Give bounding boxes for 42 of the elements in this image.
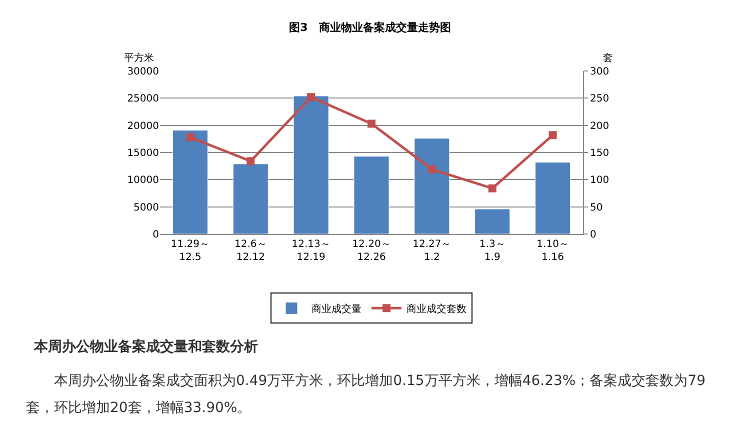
point — [428, 165, 436, 174]
y2-tick-label: 0 — [590, 230, 596, 240]
bar — [474, 208, 510, 234]
bar — [232, 164, 268, 234]
bar — [354, 156, 390, 234]
y-tick-label: 20000 — [127, 120, 159, 132]
x-tick-label: 12.6～ 12.12 — [234, 239, 267, 263]
point — [307, 93, 316, 102]
y-tick-label: 30000 — [127, 66, 159, 78]
bar — [535, 162, 571, 234]
legend-label: 商业成交量 — [312, 303, 362, 316]
x-tick-label: 1.10～ 1.16 — [536, 239, 569, 263]
x-tick-label: 11.29～ 12.5 — [170, 239, 210, 263]
point — [246, 157, 255, 166]
point — [548, 131, 557, 140]
bar — [172, 130, 208, 234]
y-axis-title: 平方米 — [124, 52, 154, 64]
y2-tick-label: 300 — [590, 66, 610, 78]
x-tick-label: 12.27～ 1.2 — [412, 239, 452, 263]
point — [368, 120, 376, 128]
y2-tick-label: 200 — [590, 120, 610, 132]
y-tick-label: 15000 — [127, 148, 159, 159]
y-tick-label: 5000 — [134, 202, 159, 214]
y2-tick-label: 100 — [590, 175, 610, 186]
y2-tick-label: 50 — [590, 202, 603, 214]
x-tick-label: 1.3～ 1.9 — [479, 239, 506, 263]
x-tick-label: 12.20～ 12.26 — [352, 239, 391, 263]
y-tick-label: 25000 — [127, 94, 159, 105]
y2-tick-label: 250 — [590, 94, 610, 105]
y2-axis-title: 套 — [603, 52, 613, 64]
legend-label: 商业成交套数 — [406, 303, 466, 316]
x-tick-label: 12.13～ 12.19 — [292, 239, 330, 263]
text: 本周办公物业备案成交面积为0.49万平方米，环比增加0.15万平方米，增幅46.23%；备案成交套数为79套，环比增加20套，增幅33.90%。 — [26, 372, 707, 418]
point — [186, 133, 194, 142]
text: 本周办公物业备案成交量和套数分析 — [34, 338, 259, 356]
point — [488, 184, 496, 192]
y2-tick-label: 150 — [590, 148, 610, 159]
bar — [293, 96, 329, 234]
chart-title: 图3 商业物业备案成交量走势图 — [289, 21, 451, 34]
bar — [414, 138, 450, 234]
y-tick-label: 0 — [152, 230, 159, 240]
y-tick-label: 10000 — [127, 175, 159, 186]
